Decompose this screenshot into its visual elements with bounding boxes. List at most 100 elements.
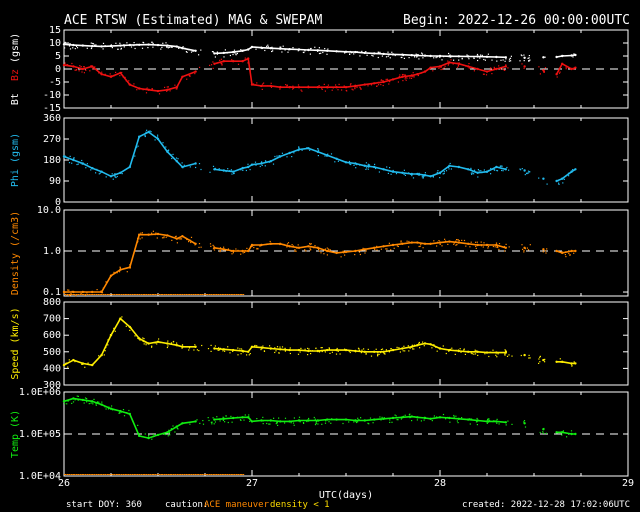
data-point bbox=[218, 169, 221, 171]
data-point bbox=[288, 86, 291, 89]
caution-mark bbox=[129, 294, 132, 295]
data-point bbox=[180, 238, 183, 240]
data-point bbox=[377, 56, 379, 59]
data-point bbox=[214, 167, 216, 169]
data-point bbox=[64, 403, 66, 405]
data-point bbox=[280, 46, 282, 48]
data-point bbox=[501, 165, 503, 167]
data-point bbox=[212, 244, 214, 246]
series-Bt bbox=[62, 41, 577, 62]
data-point bbox=[307, 245, 310, 248]
data-point bbox=[429, 66, 432, 69]
data-point bbox=[565, 256, 567, 258]
data-point bbox=[147, 436, 150, 440]
caution-mark bbox=[122, 294, 125, 295]
data-point bbox=[367, 422, 369, 424]
data-point bbox=[317, 148, 319, 150]
data-point bbox=[558, 183, 560, 185]
data-point bbox=[250, 420, 254, 423]
data-point bbox=[342, 422, 344, 425]
data-point bbox=[269, 240, 271, 243]
caution-mark bbox=[95, 474, 98, 475]
data-point bbox=[297, 246, 301, 249]
data-point bbox=[475, 245, 477, 247]
data-point bbox=[555, 55, 558, 59]
data-point bbox=[404, 350, 406, 352]
data-point bbox=[354, 419, 357, 422]
data-point bbox=[574, 53, 577, 57]
data-point bbox=[362, 247, 364, 249]
data-point bbox=[290, 422, 292, 424]
data-point bbox=[272, 163, 275, 165]
data-point bbox=[504, 168, 507, 171]
data-point bbox=[175, 237, 178, 240]
data-point bbox=[324, 248, 326, 250]
data-point bbox=[367, 168, 369, 170]
data-point bbox=[162, 42, 164, 44]
data-point bbox=[249, 245, 252, 247]
data-point bbox=[365, 168, 367, 170]
data-point bbox=[269, 347, 272, 350]
data-point bbox=[398, 347, 400, 349]
data-point bbox=[391, 348, 395, 352]
caution-mark bbox=[206, 294, 209, 295]
data-point bbox=[170, 46, 172, 48]
data-point bbox=[277, 424, 279, 426]
data-point bbox=[500, 165, 502, 167]
data-point bbox=[141, 237, 143, 239]
data-point bbox=[128, 80, 130, 82]
y-tick-label: 270 bbox=[43, 134, 61, 145]
data-point bbox=[366, 167, 368, 169]
data-point bbox=[310, 249, 312, 251]
data-point bbox=[520, 54, 522, 56]
data-point bbox=[391, 421, 393, 423]
data-point bbox=[62, 63, 66, 67]
data-point bbox=[460, 242, 462, 244]
data-point bbox=[487, 421, 489, 423]
data-point bbox=[109, 44, 113, 48]
data-point bbox=[324, 422, 327, 424]
data-point bbox=[544, 358, 546, 360]
data-point bbox=[177, 158, 179, 160]
data-point bbox=[143, 42, 145, 44]
data-point bbox=[467, 242, 470, 245]
caution-mark bbox=[154, 294, 157, 295]
data-point bbox=[165, 236, 167, 238]
data-point bbox=[111, 173, 113, 175]
data-point bbox=[165, 42, 167, 44]
data-point bbox=[226, 170, 229, 172]
data-point bbox=[172, 153, 174, 155]
data-point bbox=[405, 76, 407, 78]
data-point bbox=[300, 89, 302, 91]
data-point bbox=[408, 172, 410, 174]
y-tick-label: 300 bbox=[43, 380, 61, 391]
data-point bbox=[109, 274, 113, 277]
data-point bbox=[320, 347, 322, 349]
data-point bbox=[331, 351, 333, 353]
data-point bbox=[259, 165, 261, 168]
data-point bbox=[72, 401, 75, 403]
data-point bbox=[438, 241, 442, 244]
caution-mark bbox=[70, 474, 73, 475]
data-point bbox=[95, 172, 97, 174]
data-point bbox=[157, 134, 159, 136]
data-point bbox=[561, 62, 564, 65]
data-point bbox=[176, 88, 178, 90]
data-point bbox=[145, 344, 147, 346]
data-point bbox=[165, 342, 167, 344]
data-point bbox=[297, 244, 299, 246]
data-point bbox=[120, 411, 122, 413]
data-point bbox=[100, 170, 103, 173]
data-point bbox=[230, 250, 232, 252]
data-point bbox=[526, 172, 528, 175]
caution-mark bbox=[210, 294, 213, 295]
data-point bbox=[90, 42, 92, 44]
data-point bbox=[100, 353, 103, 357]
caution-mark bbox=[109, 294, 112, 295]
data-point bbox=[433, 417, 435, 419]
data-point bbox=[298, 416, 301, 418]
data-point bbox=[279, 86, 282, 89]
data-point bbox=[438, 67, 440, 69]
data-point bbox=[324, 48, 326, 50]
data-point bbox=[455, 244, 457, 246]
